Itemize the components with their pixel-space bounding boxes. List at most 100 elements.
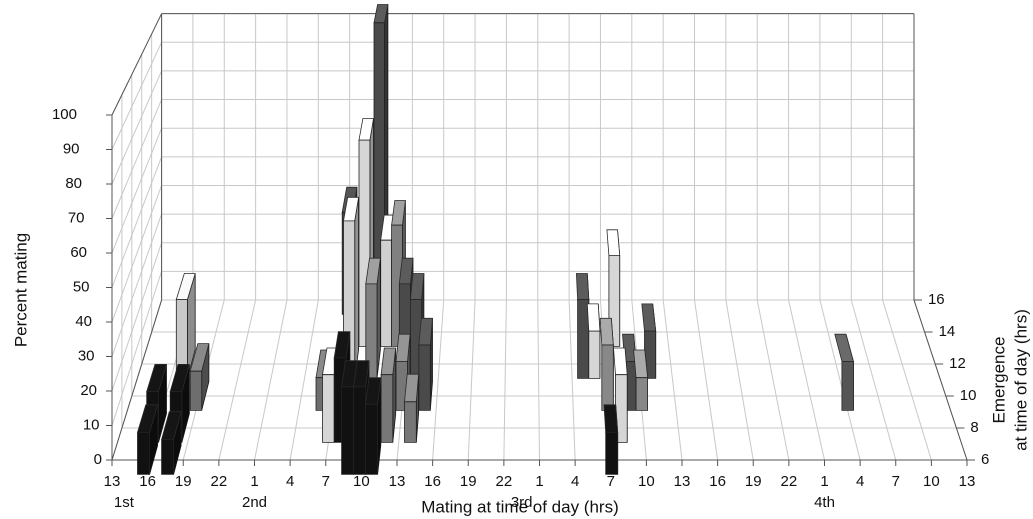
bar-top (575, 273, 590, 301)
grid-line (111, 156, 163, 288)
x-tick-label: 10 (923, 473, 940, 490)
grid-line (850, 299, 897, 461)
grid-line (819, 299, 861, 461)
x-tick-label: 1 (250, 473, 258, 490)
y-tick-label: 90 (63, 140, 80, 157)
bar-top (599, 317, 614, 346)
y-tick-label: 0 (94, 451, 102, 468)
x-tick-label: 22 (781, 473, 798, 490)
bar-front (644, 330, 657, 379)
grid-line (111, 185, 163, 323)
grid-line (694, 299, 719, 461)
bar-top (391, 200, 406, 226)
depth-tick-label: 8 (970, 419, 978, 436)
grid-line (432, 299, 445, 461)
x-tick-label: 1 (820, 473, 828, 490)
x-tick-label: 16 (709, 473, 726, 490)
bar-front (605, 431, 619, 475)
grid-line (882, 299, 932, 461)
day-label: 4th (814, 494, 835, 511)
grid-line (503, 299, 507, 461)
y-tick-label: 80 (65, 175, 82, 192)
bar-top (380, 347, 397, 376)
axis-frame (111, 13, 163, 461)
bar-front (380, 374, 394, 443)
x-tick-label: 22 (211, 473, 228, 490)
bar-front (322, 374, 335, 443)
x-tick-label: 13 (104, 473, 121, 490)
grid-line (537, 299, 540, 461)
bar-front (577, 299, 590, 379)
bar-front (635, 377, 648, 411)
grid-line (568, 299, 576, 461)
depth-tick-label: 10 (960, 387, 977, 404)
grid-line (111, 242, 163, 392)
depth-axis-title: Emergence (989, 337, 1008, 424)
bar-front (380, 239, 393, 347)
grid-line (111, 271, 163, 426)
grid-line (111, 213, 163, 357)
y-tick-label: 40 (75, 313, 92, 330)
grid-line (218, 299, 257, 461)
bar-front (189, 370, 203, 411)
x-tick-label: 7 (607, 473, 615, 490)
grid-line (725, 299, 754, 461)
bar-top (834, 333, 854, 362)
bar-top (606, 229, 621, 256)
grid-line (788, 299, 825, 461)
y-axis-title: Percent mating (11, 233, 30, 347)
x-tick-label: 4 (286, 473, 294, 490)
x-tick-label: 4 (856, 473, 864, 490)
depth-tick-label: 6 (981, 451, 989, 468)
x-tick-label: 13 (959, 473, 976, 490)
x-tick-label: 7 (892, 473, 900, 490)
grid-line (662, 299, 683, 461)
bar-front (404, 401, 417, 443)
bar-front (341, 386, 355, 475)
x-tick-label: 7 (322, 473, 330, 490)
y-tick-label: 70 (68, 209, 85, 226)
x-tick-label: 13 (389, 473, 406, 490)
day-label: 1st (114, 494, 135, 511)
x-tick-label: 4 (571, 473, 579, 490)
bar-front (353, 386, 367, 475)
x-tick-label: 16 (139, 473, 156, 490)
x-tick-label: 10 (638, 473, 655, 490)
x-tick-label: 13 (674, 473, 691, 490)
grid-line (111, 99, 163, 219)
bar-top (404, 373, 420, 403)
grid-line (289, 299, 319, 461)
depth-axis-title: at time of day (hrs) (1011, 309, 1030, 451)
x-tick-label: 19 (175, 473, 192, 490)
bar-front (137, 431, 151, 475)
bar-front (161, 438, 175, 475)
y-tick-label: 30 (78, 347, 95, 364)
grid-line (111, 128, 163, 254)
depth-tick-label: 16 (928, 291, 945, 308)
x-axis-title: Mating at time of day (hrs) (421, 497, 618, 516)
y-tick-label: 50 (73, 278, 90, 295)
bar-front (841, 360, 854, 411)
day-label: 2nd (242, 494, 267, 511)
bar-top (418, 317, 433, 346)
grid-line (254, 299, 288, 461)
bar-top (613, 347, 628, 376)
grid-line (111, 42, 163, 150)
bar-top (603, 404, 619, 433)
grid-line (756, 299, 790, 461)
x-tick-label: 16 (424, 473, 441, 490)
bar-side (354, 197, 360, 379)
bar-front (588, 330, 601, 379)
bar-top (395, 333, 411, 362)
bar-top (586, 303, 601, 332)
bar-front (365, 403, 379, 475)
day-label: 3rd (511, 494, 533, 511)
y-tick-label: 10 (83, 416, 100, 433)
bar-top (641, 303, 657, 332)
bar-top (409, 273, 425, 301)
bar-front (601, 344, 614, 411)
x-tick-label: 22 (496, 473, 513, 490)
depth-tick-label: 12 (949, 355, 966, 372)
x-tick-label: 19 (745, 473, 762, 490)
